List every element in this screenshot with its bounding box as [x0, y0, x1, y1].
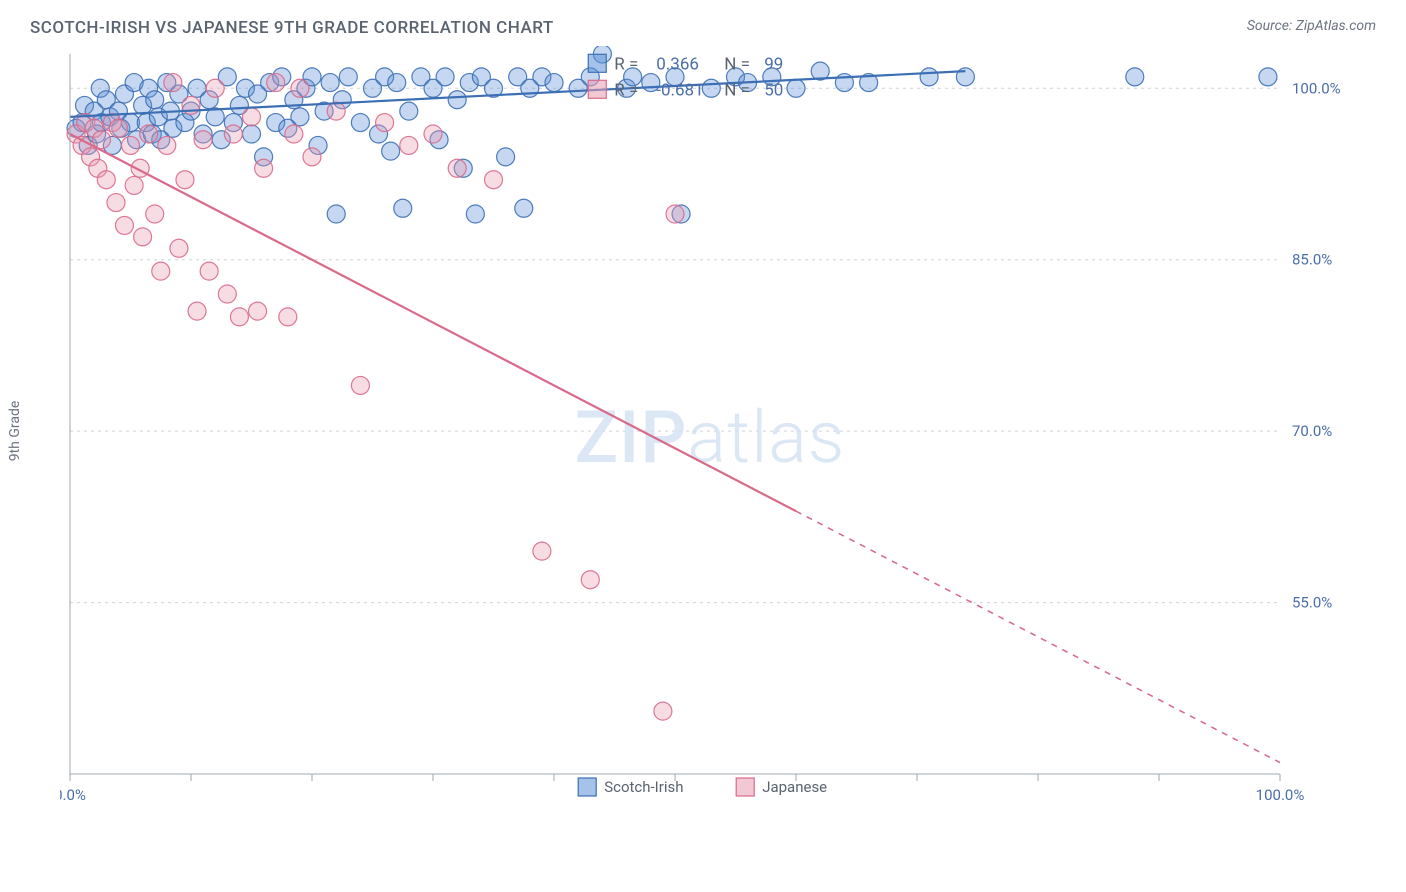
legend-swatch	[588, 54, 606, 72]
x-tick-label: 100.0%	[1256, 786, 1305, 804]
data-point	[125, 176, 143, 194]
data-point	[134, 228, 152, 246]
data-point	[400, 102, 418, 120]
legend-swatch	[578, 778, 596, 796]
x-tick-label: 0.0%	[60, 786, 86, 804]
data-point	[188, 302, 206, 320]
data-point	[466, 205, 484, 223]
stat-n-value: 50	[764, 80, 783, 100]
stat-label: N =	[724, 80, 750, 100]
plot-container: 9th Grade 55.0%70.0%85.0%100.0%ZIPatlasR…	[60, 46, 1386, 816]
data-point	[581, 571, 599, 589]
data-point	[170, 239, 188, 257]
data-point	[351, 114, 369, 132]
data-point	[218, 285, 236, 303]
data-point	[146, 205, 164, 223]
y-tick-label: 70.0%	[1292, 422, 1332, 440]
data-point	[158, 136, 176, 154]
y-tick-label: 55.0%	[1292, 594, 1332, 612]
data-point	[140, 125, 158, 143]
data-point	[164, 74, 182, 92]
legend-label: Japanese	[762, 778, 827, 796]
data-point	[485, 171, 503, 189]
data-point	[351, 376, 369, 394]
trend-line	[70, 134, 796, 511]
source-attribution: Source: ZipAtlas.com	[1247, 18, 1376, 34]
data-point	[152, 262, 170, 280]
data-point	[321, 74, 339, 92]
data-point	[388, 74, 406, 92]
data-point	[303, 148, 321, 166]
data-point	[285, 125, 303, 143]
data-point	[279, 308, 297, 326]
data-point	[327, 102, 345, 120]
stat-n-value: 99	[764, 54, 783, 74]
data-point	[146, 91, 164, 109]
data-point	[291, 79, 309, 97]
data-point	[448, 159, 466, 177]
legend-label: Scotch-Irish	[604, 778, 683, 796]
data-point	[206, 79, 224, 97]
data-point	[515, 199, 533, 217]
data-point	[230, 308, 248, 326]
data-point	[424, 125, 442, 143]
data-point	[224, 125, 242, 143]
data-point	[109, 119, 127, 137]
y-axis-label: 9th Grade	[7, 401, 23, 462]
data-point	[497, 148, 515, 166]
data-point	[920, 68, 938, 86]
data-point	[243, 108, 261, 126]
data-point	[200, 262, 218, 280]
data-point	[654, 702, 672, 720]
data-point	[255, 159, 273, 177]
data-point	[376, 114, 394, 132]
stat-label: R =	[614, 54, 638, 74]
data-point	[533, 542, 551, 560]
data-point	[448, 91, 466, 109]
data-point	[436, 68, 454, 86]
data-point	[107, 194, 125, 212]
data-point	[291, 108, 309, 126]
stat-r-value: 0.366	[656, 54, 699, 74]
data-point	[267, 74, 285, 92]
stat-label: N =	[724, 54, 750, 74]
chart-title: SCOTCH-IRISH VS JAPANESE 9TH GRADE CORRE…	[30, 18, 554, 38]
legend-swatch	[736, 778, 754, 796]
data-point	[249, 302, 267, 320]
scatter-plot: 55.0%70.0%85.0%100.0%ZIPatlasR =0.366N =…	[60, 46, 1360, 816]
data-point	[394, 199, 412, 217]
legend-swatch	[588, 80, 606, 98]
y-tick-label: 85.0%	[1292, 251, 1332, 269]
stat-r-value: -0.681	[656, 80, 703, 100]
data-point	[176, 171, 194, 189]
trend-line-extrapolated	[796, 511, 1280, 762]
data-point	[1126, 68, 1144, 86]
stat-label: R =	[614, 80, 638, 100]
data-point	[666, 205, 684, 223]
data-point	[194, 131, 212, 149]
data-point	[243, 125, 261, 143]
data-point	[1259, 68, 1277, 86]
data-point	[545, 74, 563, 92]
y-tick-label: 100.0%	[1292, 79, 1341, 97]
data-point	[115, 216, 133, 234]
data-point	[122, 136, 140, 154]
data-point	[327, 205, 345, 223]
data-point	[339, 68, 357, 86]
data-point	[382, 142, 400, 160]
data-point	[400, 136, 418, 154]
data-point	[97, 171, 115, 189]
